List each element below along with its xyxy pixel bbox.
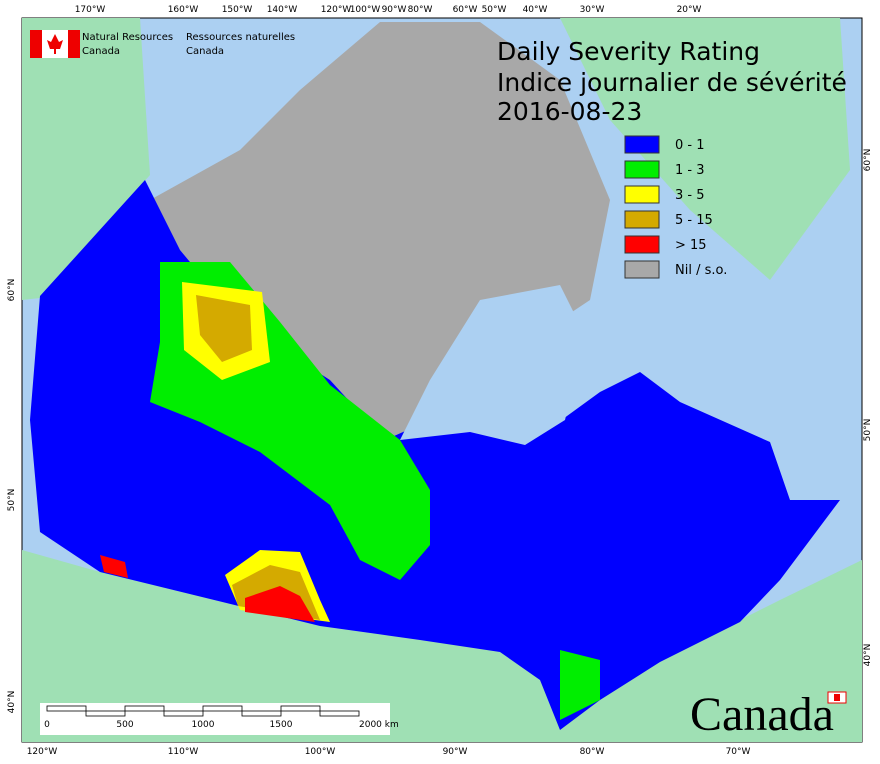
alaska (22, 18, 150, 300)
scale-segment (280, 705, 321, 712)
flag-leaf (47, 34, 63, 54)
extreme-bc (100, 555, 128, 578)
graticule-label: 50°N (863, 419, 873, 442)
legend-swatch (624, 210, 660, 229)
flag-bar (68, 30, 80, 58)
graticule-label: 60°N (863, 149, 873, 172)
scale-segment (124, 705, 165, 712)
header-en: Natural Resources (82, 32, 173, 43)
scale-bar: 0 500 1000 1500 2000 km (40, 703, 399, 735)
legend-swatch (624, 160, 660, 179)
graticule-label: 90°W (382, 5, 407, 15)
wordmark-flag-leaf (834, 694, 840, 701)
graticule-label: 40°N (7, 691, 17, 714)
legend-label: 1 - 3 (675, 163, 705, 178)
graticule-label: 170°W (75, 5, 106, 15)
scale-segment (241, 710, 282, 717)
graticule-label: 60°W (453, 5, 478, 15)
legend-label: > 15 (675, 238, 707, 253)
legend-label: 5 - 15 (675, 213, 713, 228)
scale-label: 1500 (270, 720, 293, 730)
graticule-label: 40°W (523, 5, 548, 15)
moderate-zone-east (560, 650, 600, 720)
scale-label: 1000 (192, 720, 215, 730)
hudson-bay (400, 285, 585, 445)
header-fr: Ressources naturelles (186, 32, 295, 43)
scale-label: 500 (116, 720, 133, 730)
legend-label: 0 - 1 (675, 138, 705, 153)
graticule-label: 120°W (321, 5, 352, 15)
title-date: 2016-08-23 (497, 97, 642, 126)
usa (22, 550, 862, 742)
scale-segment (319, 710, 360, 717)
graticule-label: 30°W (580, 5, 605, 15)
legend-swatch (624, 185, 660, 204)
greenland (560, 18, 850, 280)
graticule-label: 60°N (7, 279, 17, 302)
legend-swatch (624, 135, 660, 154)
scale-label: 0 (44, 720, 50, 730)
scale-segment (85, 710, 126, 717)
scale-segment (202, 705, 243, 712)
graticule-label: 50°N (7, 489, 17, 512)
graticule-label: 20°W (677, 5, 702, 15)
graticule-label: 80°W (580, 747, 605, 757)
graticule-label: 100°W (350, 5, 381, 15)
graticule-label: 110°W (168, 747, 199, 757)
legend-label: Nil / s.o. (675, 263, 727, 278)
graticule-label: 100°W (305, 747, 336, 757)
very-high-zone (196, 295, 252, 362)
scale-segment (163, 710, 204, 717)
flag-bar (30, 30, 42, 58)
graticule-label: 140°W (267, 5, 298, 15)
extreme-zone (245, 586, 315, 622)
header-fr: Canada (186, 46, 224, 57)
legend-label: 3 - 5 (675, 188, 705, 203)
title-fr: Indice journalier de sévérité (497, 68, 847, 97)
graticule-label: 40°N (863, 644, 873, 667)
graticule-label: 70°W (726, 747, 751, 757)
graticule-label: 90°W (443, 747, 468, 757)
graticule-label: 150°W (222, 5, 253, 15)
title-en: Daily Severity Rating (497, 37, 760, 66)
graticule-label: 50°W (482, 5, 507, 15)
legend: 0 - 1 1 - 3 3 - 5 5 - 15 > 15 Nil / s.o. (624, 135, 727, 279)
header-en: Canada (82, 46, 120, 57)
graticule-label: 80°W (408, 5, 433, 15)
legend-swatch (624, 260, 660, 279)
scale-label: 2000 km (359, 720, 399, 730)
scale-segment (46, 705, 87, 712)
wordmark: Canada (690, 688, 834, 741)
legend-swatch (624, 235, 660, 254)
graticule-label: 120°W (27, 747, 58, 757)
graticule-label: 160°W (168, 5, 199, 15)
